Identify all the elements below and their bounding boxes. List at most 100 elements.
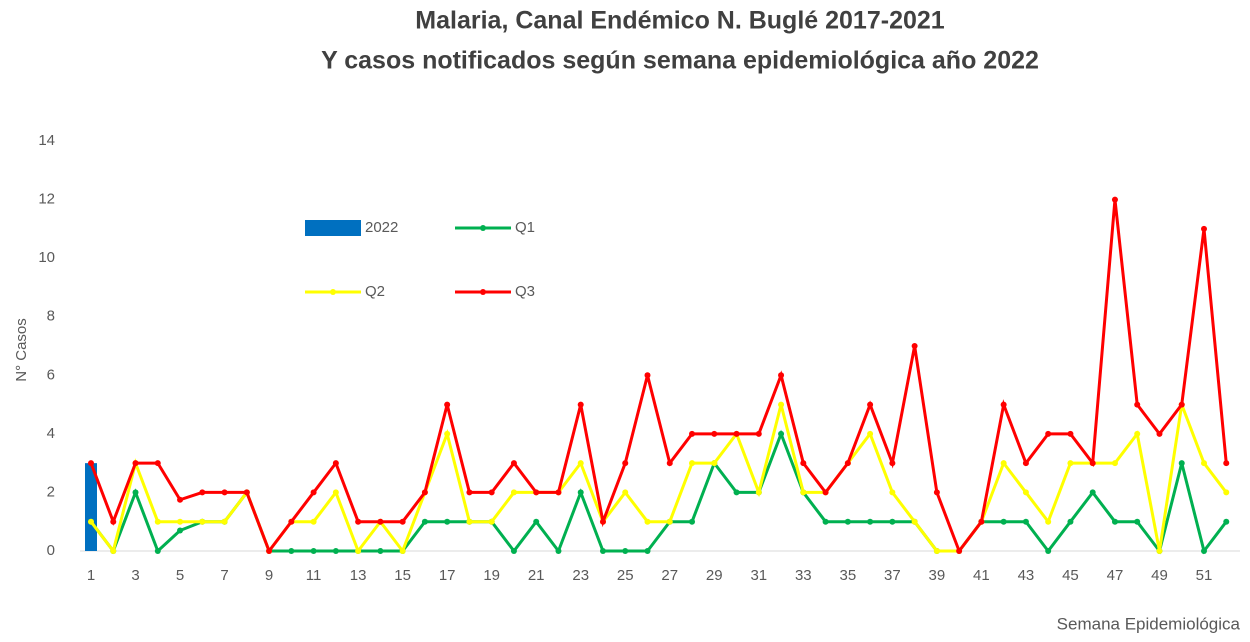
point [288,548,295,554]
x-tick-label: 17 [439,567,456,584]
x-tick-label: 39 [929,567,946,584]
x-tick-label: 27 [661,567,678,584]
point [1022,489,1029,496]
point [689,430,696,437]
point [599,518,606,525]
point [355,518,362,525]
point [844,518,851,525]
point [444,518,451,525]
point [154,518,161,525]
point [510,489,517,496]
point [889,518,896,525]
point [577,489,584,496]
point [177,496,184,503]
x-tick-label: 31 [750,567,767,584]
point [1201,225,1207,232]
point [978,518,985,525]
point [755,489,762,496]
point [1000,401,1007,408]
point [800,460,807,467]
point [132,460,139,467]
point [221,518,228,525]
legend-swatch [480,225,486,231]
point [1022,518,1029,525]
chart-title: Malaria, Canal Endémico N. Buglé 2017-20… [415,7,944,35]
x-tick-label: 33 [795,567,812,584]
x-axis-label: Semana Epidemiológica [1057,614,1241,633]
point [421,518,428,525]
x-tick-label: 3 [131,567,139,584]
point [1000,518,1007,525]
x-tick-label: 49 [1151,567,1168,584]
x-tick-label: 9 [265,567,273,584]
point [577,401,584,408]
point [154,460,161,467]
point [154,548,161,554]
point [177,527,184,534]
point [132,489,139,496]
point [933,548,940,554]
point [466,518,473,525]
point [355,548,362,554]
point [1134,518,1141,525]
bar [85,463,97,551]
point [1022,460,1029,467]
legend-swatch [305,220,361,236]
legend-swatch [330,289,336,295]
point [466,489,473,496]
x-tick-label: 29 [706,567,723,584]
point [889,489,896,496]
x-tick-label: 1 [87,567,95,584]
point [622,489,629,496]
x-tick-label: 41 [973,567,990,584]
point [622,548,629,554]
point [733,430,740,437]
point [1201,548,1207,554]
point [1111,460,1118,467]
point [88,518,94,525]
point [1067,518,1074,525]
point [1156,548,1163,554]
point [666,460,673,467]
point [310,489,317,496]
point [555,489,562,496]
point [310,518,317,525]
point [622,460,629,467]
x-tick-label: 21 [528,567,545,584]
point [911,343,918,349]
point [1134,430,1141,437]
x-tick-label: 19 [483,567,500,584]
point [933,489,940,496]
x-tick-label: 13 [350,567,367,584]
x-tick-label: 23 [572,567,589,584]
point [1111,196,1118,203]
point [689,518,696,525]
point [644,372,651,379]
x-tick-label: 15 [394,567,411,584]
point [444,401,451,408]
point [266,548,273,554]
series-line [89,429,1228,555]
point [689,460,696,467]
y-axis-label: N° Casos [13,318,30,382]
point [399,548,406,554]
y-tick-label: 10 [38,249,55,266]
point [533,489,540,496]
point [1201,460,1207,467]
legend-swatch [480,289,486,295]
point [555,548,562,554]
point [221,489,228,496]
point [421,489,428,496]
point [177,518,184,525]
point [1045,430,1052,437]
point [800,489,807,496]
point [332,460,339,467]
point [755,430,762,437]
x-tick-label: 37 [884,567,901,584]
x-tick-label: 35 [839,567,856,584]
point [1000,460,1007,467]
point [1134,401,1141,408]
point [377,518,384,525]
point [377,548,384,554]
